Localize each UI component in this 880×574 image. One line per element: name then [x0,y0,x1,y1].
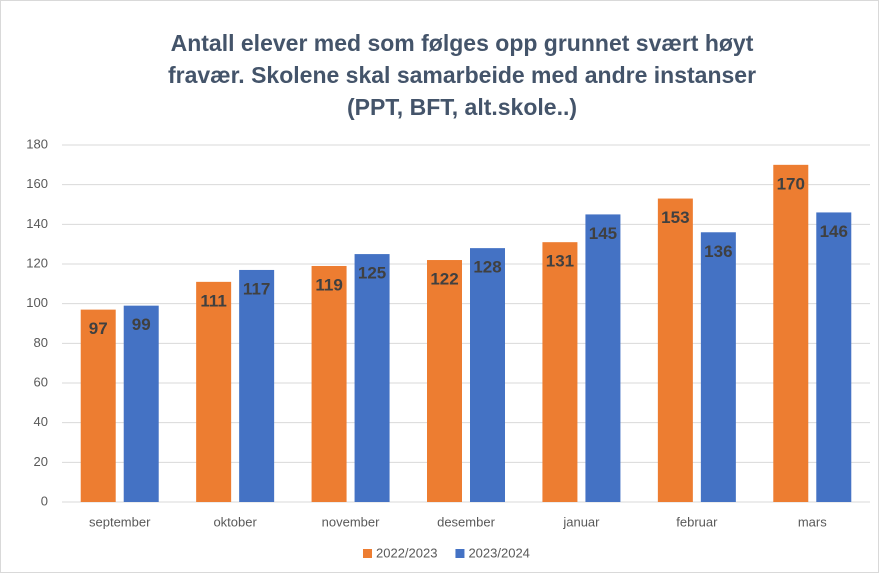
bar [354,254,390,502]
y-tick-label: 20 [34,454,48,469]
bar [585,214,621,502]
value-label: 117 [243,279,270,298]
y-tick-label: 160 [26,176,48,191]
value-label: 131 [546,252,574,271]
bar [470,248,505,502]
value-label: 125 [358,264,386,283]
legend-label: 2023/2024 [468,545,529,560]
y-tick-label: 0 [41,493,48,508]
bar [311,265,347,502]
value-label: 153 [661,208,689,227]
value-label: 146 [820,222,848,241]
bar [816,212,852,502]
value-label: 97 [89,319,108,338]
bar [123,305,159,502]
y-tick-label: 120 [26,255,48,270]
bar [700,232,736,502]
bar [427,260,462,502]
x-tick-label: mars [798,514,827,529]
chart-title: Antall elever med som følges opp grunnet… [171,30,754,56]
x-tick-label: november [322,514,380,529]
bar [657,198,693,503]
y-tick-label: 60 [34,374,48,389]
value-label: 99 [132,315,151,334]
bar [239,269,275,502]
bar [542,242,578,502]
bar [196,281,232,502]
value-label: 145 [589,224,617,243]
bar [773,164,809,503]
y-tick-label: 100 [26,295,48,310]
value-label: 136 [704,242,732,261]
legend-swatch [455,549,465,558]
y-tick-label: 140 [26,216,48,231]
y-tick-label: 180 [26,136,48,151]
value-label: 122 [430,270,458,289]
x-tick-label: februar [676,514,718,529]
value-label: 170 [777,174,805,193]
value-label: 119 [315,275,342,294]
y-tick-label: 40 [34,414,48,429]
x-tick-label: desember [437,514,495,529]
legend-label: 2022/2023 [376,545,437,560]
value-label: 111 [200,291,227,310]
x-tick-label: september [89,514,151,529]
y-tick-label: 80 [34,335,48,350]
chart-title: fravær. Skolene skal samarbeide med andr… [168,62,756,88]
bar [80,309,116,502]
x-tick-label: januar [562,514,600,529]
legend-swatch [363,549,372,558]
value-label: 128 [473,258,501,277]
chart-title: (PPT, BFT, alt.skole..) [347,94,577,120]
x-tick-label: oktober [213,514,257,529]
